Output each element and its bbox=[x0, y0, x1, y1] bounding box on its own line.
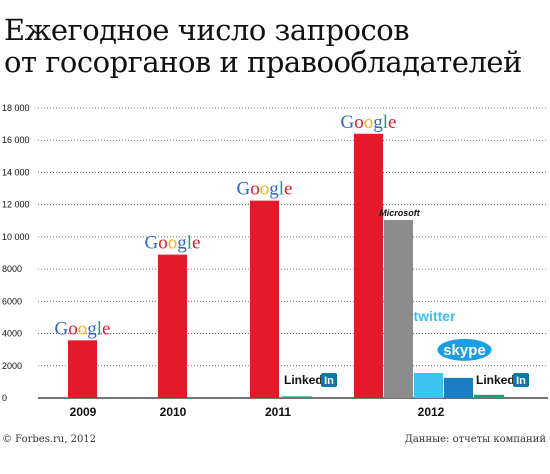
skype-cloud bbox=[437, 338, 492, 361]
x-tick-label: 2011 bbox=[265, 405, 291, 419]
bar-skype-2012 bbox=[444, 377, 473, 398]
microsoft-wordmark: Microsoft bbox=[379, 208, 421, 218]
twitter-wordmark: twitter bbox=[414, 308, 457, 324]
y-axis-ticks: 0 2000 4000 6000 8000 10 000 12 000 14 000 16 00… bbox=[2, 103, 30, 403]
google-wordmark: Google bbox=[341, 112, 397, 133]
y-tick-label: 8000 bbox=[2, 264, 22, 274]
twitter-logo: twitter bbox=[414, 308, 457, 324]
y-tick-label: 2000 bbox=[2, 361, 22, 371]
source-credit: © Forbes.ru, 2012 bbox=[2, 434, 97, 445]
google-logo: Google bbox=[145, 233, 201, 254]
bar-microsoft-2012 bbox=[384, 219, 413, 398]
chart-title: Ежегодное число запросов от госорганов и… bbox=[4, 14, 550, 78]
y-tick-label: 16 000 bbox=[2, 135, 30, 145]
x-tick-label: 2010 bbox=[160, 405, 187, 419]
skype-logo: skype bbox=[437, 338, 492, 361]
bar-google-2010 bbox=[158, 254, 187, 398]
linkedin-wordmark: Linked bbox=[284, 373, 323, 387]
google-logo: Google bbox=[55, 318, 111, 339]
data-source-note: Данные: отчеты компаний bbox=[404, 434, 546, 445]
linkedin-badge-text: In bbox=[516, 375, 526, 387]
google-wordmark: Google bbox=[237, 179, 293, 200]
linkedin-wordmark: Linked bbox=[476, 373, 515, 387]
x-tick-label: 2009 bbox=[70, 405, 97, 419]
linkedin-badge-text: In bbox=[324, 375, 334, 387]
google-logo: Google bbox=[237, 179, 293, 200]
bar-google-2009 bbox=[68, 340, 97, 398]
microsoft-logo: Microsoft bbox=[379, 208, 421, 218]
google-wordmark: Google bbox=[145, 233, 201, 254]
y-tick-label: 6000 bbox=[2, 296, 22, 306]
linkedin-badge bbox=[513, 373, 529, 387]
bar-google-2011 bbox=[250, 200, 279, 398]
y-tick-label: 0 bbox=[2, 393, 7, 403]
y-tick-label: 14 000 bbox=[2, 167, 30, 177]
bars bbox=[68, 133, 504, 398]
skype-wordmark: skype bbox=[443, 342, 486, 359]
google-wordmark: Google bbox=[55, 318, 111, 339]
linkedin-badge bbox=[321, 373, 337, 387]
title-line-1: Ежегодное число запросов bbox=[4, 13, 410, 47]
linkedin-logo: Linked In bbox=[476, 373, 529, 387]
bar-twitter-2012 bbox=[414, 373, 443, 398]
y-tick-label: 10 000 bbox=[2, 232, 30, 242]
bar-chart: 0 2000 4000 6000 8000 10 000 12 000 14 000 16 00… bbox=[2, 103, 548, 419]
y-tick-label: 18 000 bbox=[2, 103, 30, 113]
bar-linkedin-2011 bbox=[282, 396, 312, 398]
title-line-2: от госорганов и правообладателей bbox=[4, 45, 522, 79]
grid-lines bbox=[38, 107, 548, 399]
y-tick-label: 12 000 bbox=[2, 200, 30, 210]
x-tick-label: 2012 bbox=[418, 405, 445, 419]
google-logo: Google bbox=[341, 112, 397, 133]
y-tick-label: 4000 bbox=[2, 329, 22, 339]
x-axis-labels: 2009 2010 2011 2012 bbox=[70, 405, 445, 419]
linkedin-logo: Linked In bbox=[284, 373, 337, 387]
bar-google-2012 bbox=[354, 133, 383, 398]
bar-linkedin-2012 bbox=[474, 394, 504, 398]
